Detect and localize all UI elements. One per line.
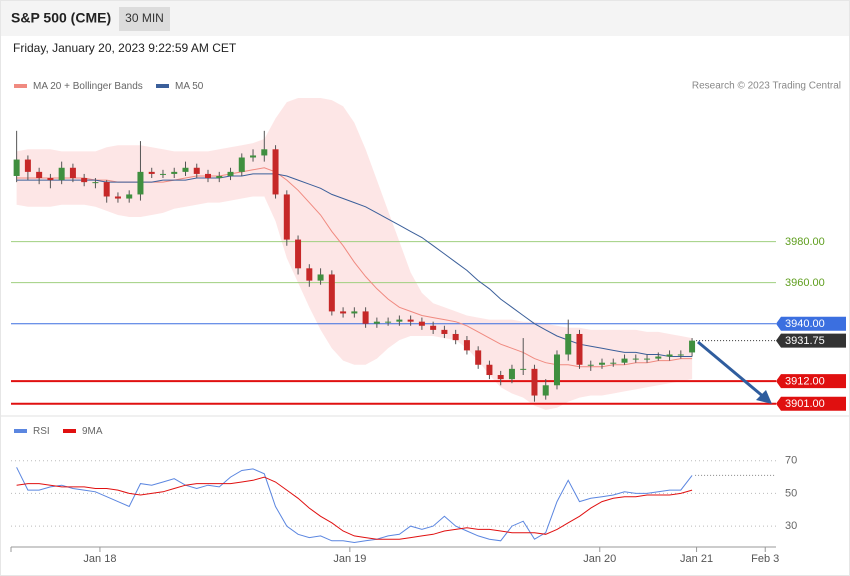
candle-body <box>182 167 189 172</box>
x-tick-label: Jan 19 <box>333 553 366 565</box>
rsi-line <box>16 467 693 544</box>
x-tick-label: Jan 21 <box>680 553 713 565</box>
candle-body <box>677 354 684 356</box>
x-tick-label: Jan 18 <box>83 553 116 565</box>
candle-body <box>452 333 459 341</box>
legend-label: 9MA <box>82 426 103 437</box>
candle-body <box>137 171 144 195</box>
candle-body <box>542 385 549 396</box>
legend-label: MA 50 <box>175 81 204 92</box>
title: S&P 500 (CME) <box>11 10 111 26</box>
candle-body <box>441 329 448 334</box>
candle-body <box>531 368 538 396</box>
forecast-arrow <box>697 340 766 400</box>
candle-body <box>126 194 133 199</box>
y-tick-label: 70 <box>785 455 797 467</box>
rsi-line <box>16 476 693 540</box>
candle-body <box>553 354 560 386</box>
y-tick-label: 30 <box>785 520 797 532</box>
legend-swatch <box>14 429 27 433</box>
candle-body <box>272 149 279 195</box>
candle-body <box>362 311 369 324</box>
candle-body <box>396 319 403 322</box>
candle-body <box>632 358 639 360</box>
candle-body <box>328 274 335 312</box>
forecast-arrow-head <box>756 390 772 404</box>
candle-body <box>599 362 606 365</box>
candle-body <box>587 364 594 366</box>
level-tag <box>776 316 846 331</box>
candle-body <box>295 239 302 269</box>
candle-body <box>610 362 617 364</box>
candle-body <box>216 175 223 179</box>
candle-body <box>103 182 110 197</box>
candle-body <box>418 321 425 326</box>
candle-body <box>92 182 99 184</box>
timeframe: 30 MIN <box>125 11 164 25</box>
candle-body <box>159 173 166 175</box>
x-tick-label: Feb 3 <box>751 553 779 565</box>
level-label: 3940.00 <box>785 318 825 330</box>
legend-swatch <box>63 429 76 433</box>
bollinger-band <box>16 98 693 410</box>
candle-body <box>497 375 504 380</box>
candle-body <box>621 358 628 363</box>
legend-label: MA 20 + Bollinger Bands <box>33 81 143 92</box>
candle-body <box>13 159 20 176</box>
candle-body <box>351 311 358 314</box>
candle-body <box>69 167 76 179</box>
candle-body <box>81 178 88 183</box>
candle-body <box>24 159 31 172</box>
candle-body <box>689 340 696 353</box>
candle-body <box>486 364 493 376</box>
last-price-label: 3931.75 <box>785 335 825 347</box>
candle-body <box>666 354 673 357</box>
candle-body <box>58 167 65 181</box>
candle-body <box>205 173 212 179</box>
candle-body <box>36 171 43 179</box>
level-label: 3960.00 <box>785 277 825 289</box>
candle-body <box>655 356 662 359</box>
level-label: 3901.00 <box>785 398 825 410</box>
last-price-tag <box>776 333 846 348</box>
date: Friday, January 20, 2023 9:22:59 AM CET <box>13 41 237 55</box>
candle-body <box>430 325 437 330</box>
level-tag <box>776 374 846 389</box>
candle-body <box>520 368 527 370</box>
candle-body <box>385 321 392 323</box>
candle-body <box>508 368 515 380</box>
level-label: 3912.00 <box>785 376 825 388</box>
level-tag <box>776 396 846 411</box>
candle-body <box>317 274 324 281</box>
candle-body <box>171 171 178 174</box>
candle-body <box>340 311 347 314</box>
candle-body <box>373 321 380 324</box>
candle-body <box>576 333 583 365</box>
candle-body <box>261 149 268 156</box>
candle-body <box>238 157 245 172</box>
candle-body <box>644 358 651 360</box>
credit: Research © 2023 Trading Central <box>692 81 841 92</box>
legend-swatch <box>14 84 27 88</box>
legend-label: RSI <box>33 426 50 437</box>
candle-body <box>463 340 470 351</box>
y-tick-label: 50 <box>785 487 797 499</box>
candle-body <box>306 268 313 281</box>
candle-body <box>193 167 200 174</box>
candle-body <box>227 171 234 176</box>
candle-body <box>283 194 290 240</box>
candle-body <box>148 171 155 174</box>
x-tick-label: Jan 20 <box>583 553 616 565</box>
candle-body <box>114 196 121 199</box>
level-label: 3980.00 <box>785 236 825 248</box>
candle-body <box>475 350 482 365</box>
timeframe-badge <box>119 7 170 31</box>
candle-body <box>565 333 572 355</box>
candle-body <box>47 178 54 181</box>
candle-body <box>250 155 257 158</box>
candle-body <box>407 319 414 322</box>
legend-swatch <box>156 84 169 88</box>
